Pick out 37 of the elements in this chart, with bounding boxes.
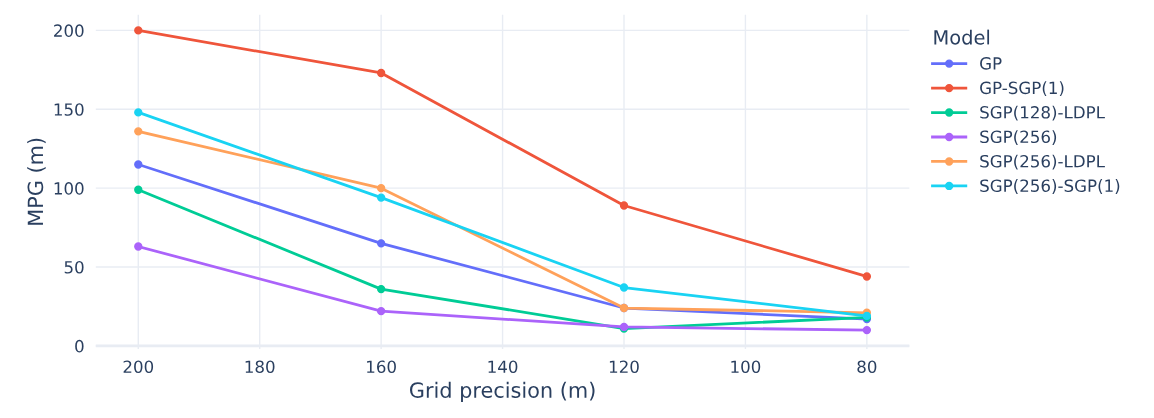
y-tick-label: 0 — [75, 339, 84, 353]
x-tick-label: 140 — [488, 360, 518, 374]
y-axis-title: MPG (m) — [27, 138, 46, 225]
point — [862, 272, 872, 281]
point — [862, 325, 872, 335]
y-tick-label: 200 — [54, 24, 84, 37]
x-axis-title: Grid precision (m) — [409, 381, 595, 402]
point — [376, 284, 386, 294]
point — [376, 307, 386, 316]
point — [134, 160, 143, 169]
x-tick-label: 80 — [857, 360, 877, 374]
x-tick-label: 180 — [245, 360, 275, 374]
x-tick-label: 120 — [609, 360, 639, 374]
point — [619, 283, 629, 292]
point — [134, 108, 143, 117]
point — [134, 26, 143, 35]
x-tick-label: 160 — [367, 360, 396, 374]
x-tick-label: 200 — [123, 360, 154, 374]
point — [376, 239, 386, 248]
legend-label: SGP(256)-SGP(1) — [980, 179, 1120, 194]
legend-label: SGP(128)-LDPL — [980, 105, 1105, 121]
legend-title: Model — [934, 29, 990, 45]
y-tick-label: 150 — [54, 103, 84, 116]
point — [619, 201, 629, 210]
legend-label: SGP(256) — [980, 130, 1057, 146]
point — [134, 185, 143, 194]
legend-label: SGP(256)-LDPL — [980, 154, 1105, 170]
y-tick-label: 50 — [64, 260, 84, 274]
legend-label: GP-SGP(1) — [980, 81, 1064, 97]
point — [134, 242, 143, 251]
legend-label: GP — [980, 57, 1002, 70]
point — [376, 183, 386, 193]
y-tick-label: 100 — [54, 182, 84, 195]
point — [376, 193, 386, 202]
point — [134, 127, 143, 136]
point — [376, 68, 386, 78]
x-tick-label: 100 — [731, 360, 761, 374]
